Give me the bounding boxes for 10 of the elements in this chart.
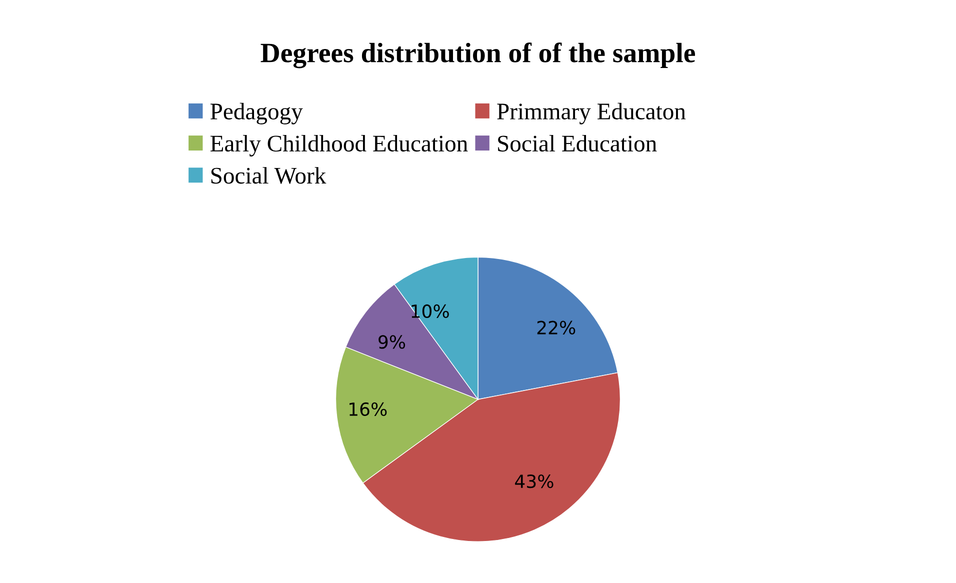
- legend-label: Social Work: [211, 167, 326, 184]
- data-label: 9%: [378, 335, 406, 349]
- legend-label: Pedagogy: [210, 102, 303, 124]
- legend-label: Social Education: [498, 134, 657, 152]
- data-label: 22%: [537, 320, 576, 334]
- legend-label: Primmary Educaton: [497, 102, 686, 124]
- data-label: 43%: [515, 474, 554, 488]
- legend-label: Early Childhood Education: [210, 134, 468, 156]
- chart-title: Degrees distribution of of the sample: [260, 42, 695, 68]
- data-label: 16%: [350, 402, 387, 416]
